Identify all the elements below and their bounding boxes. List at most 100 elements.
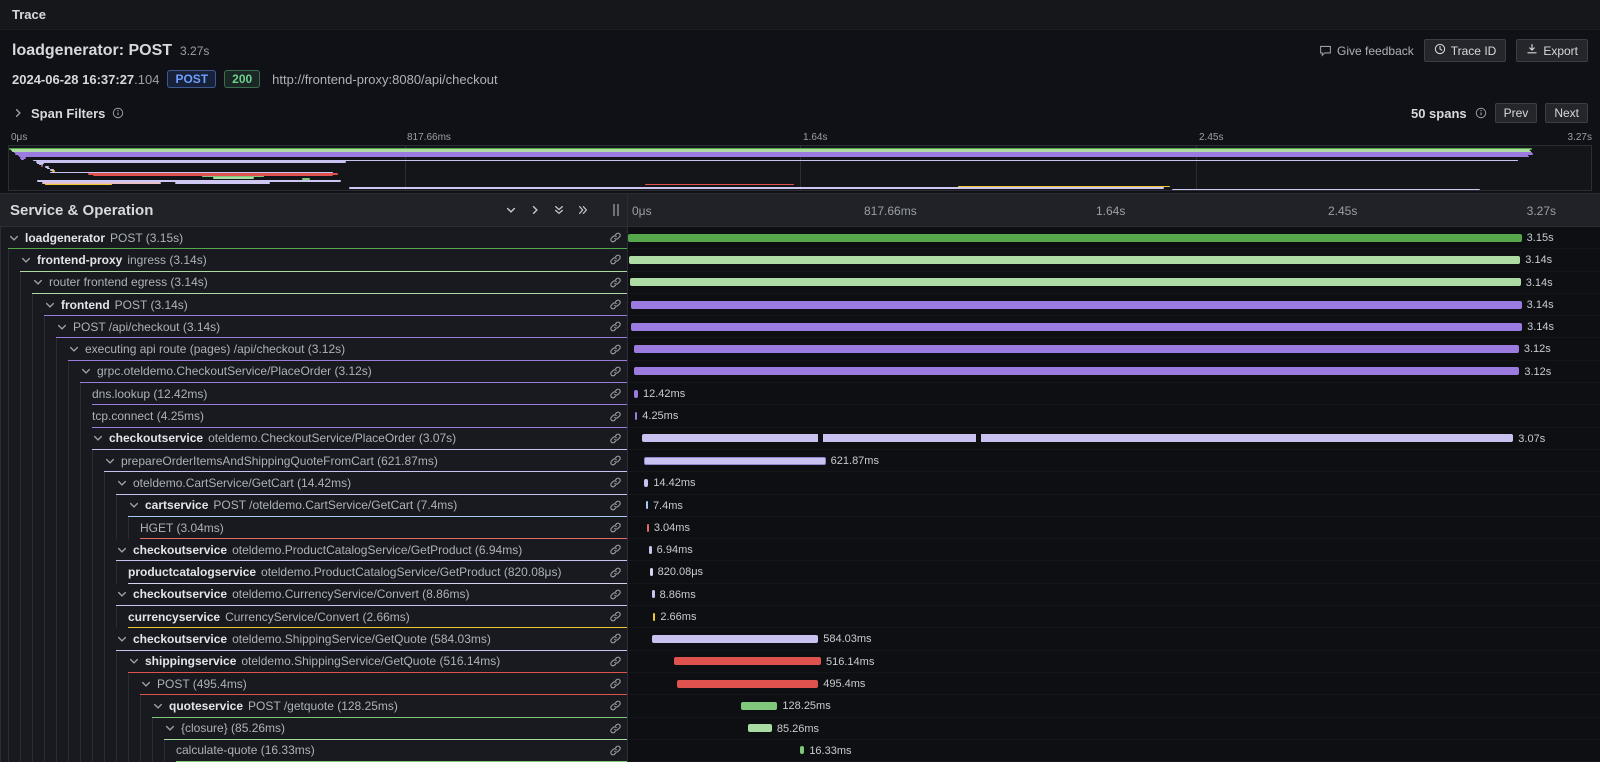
- span-bar[interactable]: [650, 568, 652, 576]
- span-row[interactable]: checkoutserviceoteldemo.ProductCatalogSe…: [0, 539, 1600, 561]
- span-row[interactable]: oteldemo.CartService/GetCart (14.42ms)14…: [0, 472, 1600, 494]
- span-link-icon[interactable]: [603, 699, 622, 712]
- span-bar[interactable]: [644, 479, 648, 487]
- span-row[interactable]: prepareOrderItemsAndShippingQuoteFromCar…: [0, 450, 1600, 472]
- expand-all-icon[interactable]: [577, 204, 589, 216]
- span-row[interactable]: productcatalogserviceoteldemo.ProductCat…: [0, 561, 1600, 583]
- span-bar[interactable]: [748, 724, 772, 732]
- export-button[interactable]: Export: [1516, 39, 1588, 62]
- span-bar[interactable]: [642, 434, 1513, 442]
- span-bar[interactable]: [652, 635, 818, 643]
- span-link-icon[interactable]: [603, 566, 622, 579]
- span-row[interactable]: executing api route (pages) /api/checkou…: [0, 338, 1600, 360]
- span-link-icon[interactable]: [603, 677, 622, 690]
- expand-chevron-icon[interactable]: [56, 321, 68, 333]
- span-bar[interactable]: [644, 457, 826, 465]
- span-link-icon[interactable]: [603, 722, 622, 735]
- span-bar[interactable]: [631, 301, 1522, 309]
- span-bar[interactable]: [677, 680, 818, 688]
- expand-chevron-icon[interactable]: [68, 343, 80, 355]
- span-link-icon[interactable]: [603, 632, 622, 645]
- span-link-icon[interactable]: [603, 432, 622, 445]
- span-bar[interactable]: [647, 524, 649, 532]
- span-link-icon[interactable]: [603, 410, 622, 423]
- expand-chevron-icon[interactable]: [116, 588, 128, 600]
- span-row[interactable]: router frontend egress (3.14s)3.14s: [0, 272, 1600, 294]
- next-button[interactable]: Next: [1545, 103, 1588, 123]
- span-bar[interactable]: [800, 746, 805, 754]
- expand-chevron-icon[interactable]: [116, 477, 128, 489]
- span-bar[interactable]: [634, 345, 1519, 353]
- span-bar[interactable]: [635, 412, 637, 420]
- expand-chevron-icon[interactable]: [140, 678, 152, 690]
- span-row[interactable]: checkoutserviceoteldemo.CurrencyService/…: [0, 584, 1600, 606]
- span-link-icon[interactable]: [603, 276, 622, 289]
- span-link-icon[interactable]: [603, 253, 622, 266]
- give-feedback-button[interactable]: Give feedback: [1319, 44, 1414, 58]
- span-row[interactable]: POST /api/checkout (3.14s)3.14s: [0, 316, 1600, 338]
- span-row[interactable]: POST (495.4ms)495.4ms: [0, 673, 1600, 695]
- span-link-icon[interactable]: [603, 454, 622, 467]
- span-bar[interactable]: [646, 501, 648, 509]
- span-link-icon[interactable]: [603, 387, 622, 400]
- span-link-icon[interactable]: [603, 744, 622, 757]
- span-row[interactable]: calculate-quote (16.33ms)16.33ms: [0, 740, 1600, 762]
- span-row[interactable]: {closure} (85.26ms)85.26ms: [0, 718, 1600, 740]
- expand-chevron-icon[interactable]: [104, 455, 116, 467]
- trace-minimap[interactable]: [8, 145, 1592, 191]
- span-link-icon[interactable]: [603, 499, 622, 512]
- span-bar[interactable]: [629, 256, 1520, 264]
- span-link-icon[interactable]: [603, 521, 622, 534]
- expand-chevron-icon[interactable]: [152, 700, 164, 712]
- span-bar[interactable]: [649, 546, 651, 554]
- span-bar[interactable]: [652, 590, 655, 598]
- span-bar[interactable]: [634, 367, 1519, 375]
- info-icon[interactable]: [112, 107, 124, 119]
- span-row[interactable]: quoteservicePOST /getquote (128.25ms)128…: [0, 695, 1600, 717]
- collapse-all-icon[interactable]: [553, 204, 565, 216]
- span-link-icon[interactable]: [603, 543, 622, 556]
- span-link-icon[interactable]: [603, 655, 622, 668]
- expand-chevron-icon[interactable]: [116, 633, 128, 645]
- prev-button[interactable]: Prev: [1495, 103, 1538, 123]
- span-bar[interactable]: [741, 702, 777, 710]
- span-bar[interactable]: [634, 390, 638, 398]
- expand-chevron-icon[interactable]: [128, 499, 140, 511]
- span-bar[interactable]: [631, 323, 1522, 331]
- span-row[interactable]: tcp.connect (4.25ms)4.25ms: [0, 405, 1600, 427]
- span-link-icon[interactable]: [603, 231, 622, 244]
- expand-chevron-icon[interactable]: [92, 432, 104, 444]
- span-link-icon[interactable]: [603, 365, 622, 378]
- span-row[interactable]: dns.lookup (12.42ms)12.42ms: [0, 383, 1600, 405]
- span-row[interactable]: currencyserviceCurrencyService/Convert (…: [0, 606, 1600, 628]
- span-link-icon[interactable]: [603, 298, 622, 311]
- span-row[interactable]: grpc.oteldemo.CheckoutService/PlaceOrder…: [0, 361, 1600, 383]
- panel-resize-handle[interactable]: [611, 204, 621, 216]
- expand-chevron-icon[interactable]: [80, 365, 92, 377]
- span-row[interactable]: loadgeneratorPOST (3.15s)3.15s: [0, 227, 1600, 249]
- expand-chevron-icon[interactable]: [32, 276, 44, 288]
- span-bar[interactable]: [674, 657, 821, 665]
- span-link-icon[interactable]: [603, 610, 622, 623]
- trace-id-button[interactable]: Trace ID: [1424, 39, 1507, 62]
- span-row[interactable]: frontend-proxyingress (3.14s)3.14s: [0, 249, 1600, 271]
- span-link-icon[interactable]: [603, 476, 622, 489]
- span-row[interactable]: cartservicePOST /oteldemo.CartService/Ge…: [0, 495, 1600, 517]
- span-row[interactable]: shippingserviceoteldemo.ShippingService/…: [0, 651, 1600, 673]
- expand-chevron-icon[interactable]: [116, 544, 128, 556]
- span-row[interactable]: frontendPOST (3.14s)3.14s: [0, 294, 1600, 316]
- chevron-right-icon[interactable]: [12, 107, 24, 119]
- span-row[interactable]: checkoutserviceoteldemo.ShippingService/…: [0, 628, 1600, 650]
- info-icon[interactable]: [1475, 107, 1487, 119]
- span-link-icon[interactable]: [603, 320, 622, 333]
- expand-chevron-icon[interactable]: [8, 232, 20, 244]
- collapse-one-icon[interactable]: [505, 204, 517, 216]
- span-bar[interactable]: [630, 278, 1521, 286]
- expand-chevron-icon[interactable]: [20, 254, 32, 266]
- expand-chevron-icon[interactable]: [44, 299, 56, 311]
- span-row[interactable]: checkoutserviceoteldemo.CheckoutService/…: [0, 428, 1600, 450]
- span-bar[interactable]: [653, 613, 655, 621]
- span-row[interactable]: HGET (3.04ms)3.04ms: [0, 517, 1600, 539]
- span-link-icon[interactable]: [603, 343, 622, 356]
- expand-one-icon[interactable]: [529, 204, 541, 216]
